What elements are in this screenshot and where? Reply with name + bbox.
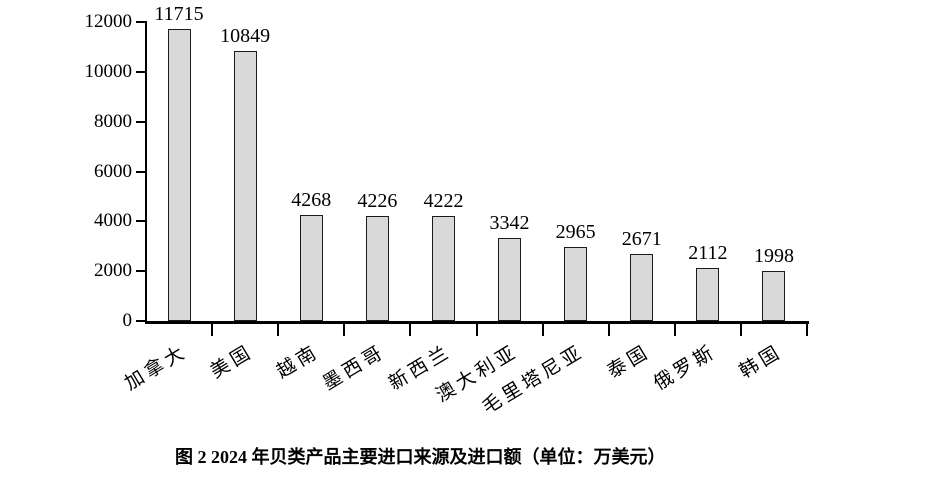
x-axis-category-label: 俄罗斯 [650, 341, 721, 395]
bar [365, 215, 389, 321]
y-axis-tick-label: 2000 [94, 260, 132, 282]
bar-value-label: 4226 [357, 189, 398, 212]
figure-caption: 图 2 2024 年贝类产品主要进口来源及进口额（单位：万美元） [175, 447, 666, 467]
y-axis-tick [136, 120, 146, 123]
bar [233, 50, 257, 321]
bar [498, 237, 522, 321]
x-axis-category-label: 越南 [273, 341, 324, 383]
y-axis-tick [136, 270, 146, 273]
y-axis-tick [136, 70, 146, 73]
y-axis-tick [136, 170, 146, 173]
bar-value-label: 10849 [220, 24, 271, 47]
bar-value-label: 3342 [489, 211, 530, 234]
bar [630, 254, 654, 321]
x-axis-tick [277, 321, 280, 336]
bar-value-label: 2112 [688, 242, 728, 265]
y-axis-tick [136, 21, 146, 23]
x-axis-tick [475, 321, 478, 336]
y-axis-tick-label: 4000 [94, 210, 132, 232]
bar-value-label: 2671 [621, 228, 662, 251]
y-axis-tick-label: 8000 [94, 110, 132, 132]
y-axis-line [145, 21, 147, 324]
bar-chart: 0 2000 4000 6000 8000 10000 12000 11715 加拿大 10849… [84, 3, 809, 418]
x-axis-tick [673, 321, 676, 336]
bar-value-label: 4268 [291, 188, 332, 211]
bar [564, 247, 588, 321]
bar-value-label: 11715 [154, 3, 204, 26]
y-axis-tick-label: 10000 [84, 60, 133, 82]
x-axis-tick [409, 321, 412, 336]
bar-value-label: 1998 [753, 245, 794, 268]
x-axis-tick [211, 321, 214, 336]
y-axis-tick-label: 0 [122, 310, 133, 331]
y-axis-tick-label: 6000 [94, 160, 132, 182]
bar [167, 29, 191, 321]
x-axis-tick [343, 321, 346, 336]
x-axis-tick [806, 321, 808, 336]
bar-value-label: 2965 [555, 221, 596, 244]
x-axis-category-label: 加拿大 [121, 341, 192, 395]
y-axis-tick [136, 320, 146, 322]
x-axis-category-label: 美国 [207, 341, 258, 383]
bar [762, 271, 786, 321]
x-axis-category-label: 韩国 [735, 341, 787, 383]
y-axis-tick-label: 12000 [84, 11, 133, 32]
bar-value-label: 4222 [423, 189, 464, 212]
bar [299, 214, 323, 321]
x-axis-tick [541, 321, 544, 336]
x-axis-category-label: 泰国 [603, 341, 655, 383]
x-axis-tick [739, 321, 742, 336]
bar [431, 215, 455, 321]
x-axis-category-label: 墨西哥 [319, 341, 390, 395]
x-axis-tick [607, 321, 610, 336]
y-axis-tick [136, 220, 146, 223]
bar [696, 268, 720, 321]
